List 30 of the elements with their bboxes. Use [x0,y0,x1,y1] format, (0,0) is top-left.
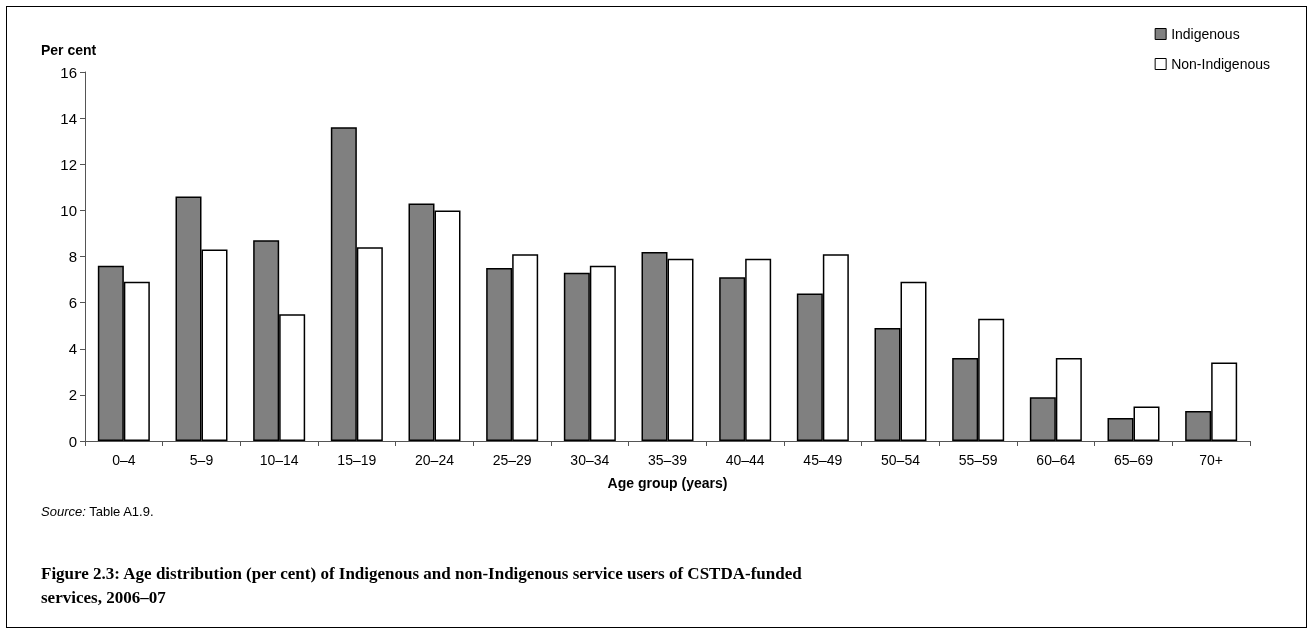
x-tick-label: 10–14 [259,452,299,468]
x-tick-label: 60–64 [1036,452,1076,468]
y-tick-label: 16 [60,63,77,81]
legend-label: Indigenous [1171,26,1240,42]
y-axis-title: Per cent [41,42,97,58]
x-tick-label: 20–24 [415,452,455,468]
x-tick-label: 0–4 [112,452,136,468]
x-tick-label: 25–29 [492,452,532,468]
x-tick-label: 35–39 [648,452,688,468]
y-tick-label: 10 [60,201,77,219]
x-axis-title: Age group (years) [607,475,728,491]
y-tick-label: 4 [68,340,77,358]
x-tick-label: 70+ [1199,452,1224,468]
y-tick-label: 6 [68,294,77,312]
x-tick-label: 40–44 [725,452,765,468]
y-tick-label: 12 [60,155,77,173]
y-tick-label: 0 [68,432,77,450]
x-tick-label: 65–69 [1114,452,1154,468]
y-tick-label: 2 [68,386,77,404]
x-tick-label: 30–34 [570,452,610,468]
legend-label: Non-Indigenous [1171,56,1271,72]
source-note: Source: Table A1.9. [41,504,154,519]
x-tick-label: 50–54 [881,452,921,468]
x-tick-label: 5–9 [189,452,214,468]
text: Figure 2.3: Age distribution (per cent) of Indigenous and non-Indigenous service users of CSTDA-funded services, 2006–07 [41,563,806,607]
x-tick-label: 15–19 [337,452,377,468]
x-tick-label: 45–49 [803,452,843,468]
y-tick-label: 14 [60,109,77,127]
y-tick-label: 8 [68,248,77,265]
x-tick-label: 55–59 [958,452,998,468]
